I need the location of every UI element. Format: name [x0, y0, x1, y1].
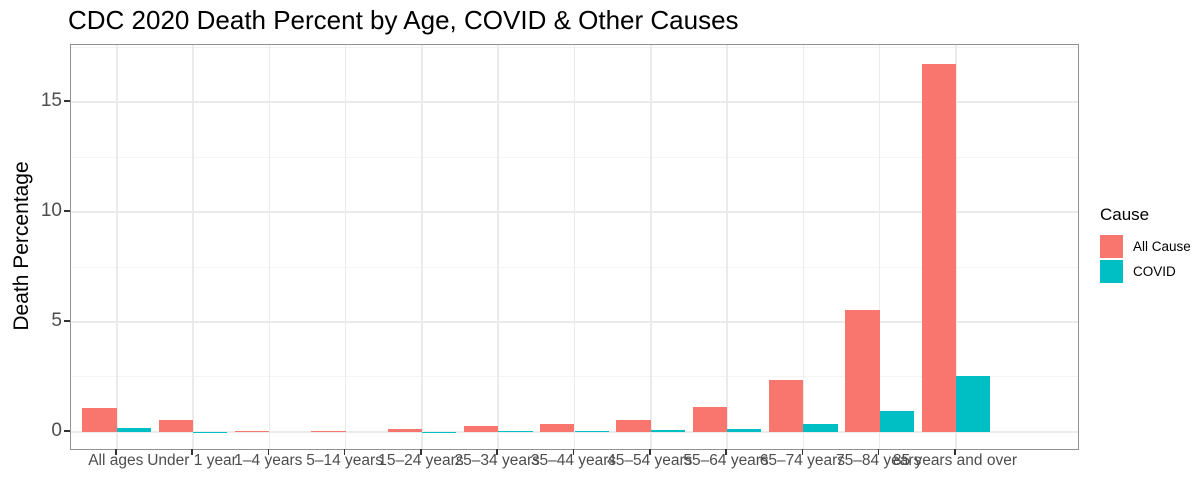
- x-tick-mark-0: [115, 449, 117, 455]
- bar-all-cause-5: [463, 426, 499, 432]
- bar-all-cause-3: [311, 431, 346, 432]
- x-tick-mark-8: [725, 449, 727, 455]
- gridline-x-category: [268, 45, 271, 449]
- gridline-x-category: [192, 45, 194, 449]
- x-tick-label-0: All ages: [88, 452, 144, 469]
- bar-all-cause-9: [769, 380, 804, 432]
- y-tick-mark-5: [64, 320, 70, 322]
- bar-covid-11: [955, 376, 991, 432]
- x-tick-label-10: 75–84 years: [835, 452, 922, 469]
- y-tick-label-15: 15: [40, 90, 62, 112]
- bar-covid-6: [574, 431, 609, 432]
- legend-title: Cause: [1100, 205, 1150, 224]
- x-tick-mark-5: [496, 449, 498, 455]
- legend: Cause All Cause COVID: [1100, 205, 1191, 285]
- bar-covid-7: [650, 430, 686, 432]
- gridline-x-category: [878, 45, 881, 449]
- y-tick-mark-15: [64, 100, 70, 102]
- x-tick-mark-1: [191, 449, 193, 455]
- bar-covid-0: [116, 428, 152, 432]
- x-tick-label-7: 45–54 years: [607, 452, 693, 469]
- bar-covid-9: [803, 423, 838, 432]
- x-tick-label-3: 5–14 years: [306, 452, 383, 469]
- x-tick-label-6: 35–44 years: [530, 452, 617, 469]
- gridline-x-category: [802, 45, 805, 449]
- bar-all-cause-7: [616, 420, 651, 432]
- y-tick-label-5: 5: [51, 309, 62, 331]
- bar-covid-10: [879, 410, 914, 432]
- x-tick-mark-7: [649, 449, 651, 455]
- gridline-x-category: [650, 45, 652, 449]
- x-tick-mark-10: [877, 449, 880, 455]
- gridline-x-category: [726, 45, 728, 449]
- x-tick-label-11: 85 years and over: [892, 452, 1017, 469]
- bar-all-cause-10: [845, 309, 880, 432]
- x-tick-mark-2: [267, 449, 270, 455]
- bar-covid-8: [727, 428, 762, 432]
- x-tick-label-2: 1–4 years: [234, 452, 303, 469]
- legend-entry-covid: COVID: [1100, 260, 1191, 283]
- bar-all-cause-4: [387, 429, 422, 432]
- legend-swatch-covid: [1100, 260, 1123, 283]
- x-tick-mark-9: [801, 449, 804, 455]
- legend-label-covid: COVID: [1133, 264, 1176, 279]
- gridline-x-category: [421, 45, 423, 449]
- gridline-x-category: [497, 45, 499, 449]
- y-axis-title: Death Percentage: [10, 161, 33, 331]
- gridline-x-category: [116, 45, 118, 449]
- bar-all-cause-8: [692, 407, 728, 432]
- y-tick-label-10: 10: [40, 200, 62, 222]
- x-tick-label-8: 55–64 years: [683, 452, 769, 469]
- legend-label-all-cause: All Cause: [1133, 239, 1191, 254]
- y-tick-mark-0: [64, 430, 70, 432]
- x-tick-label-9: 65–74 years: [759, 452, 846, 469]
- bar-all-cause-1: [158, 419, 194, 432]
- gridline-x-category: [344, 45, 347, 449]
- y-tick-label-0: 0: [51, 419, 62, 441]
- bar-all-cause-11: [921, 63, 956, 432]
- x-tick-mark-3: [343, 449, 346, 455]
- x-tick-mark-11: [954, 449, 956, 455]
- x-tick-mark-6: [572, 449, 575, 455]
- x-tick-label-4: 15–24 years: [378, 452, 464, 469]
- bar-all-cause-0: [82, 407, 117, 432]
- plot-panel: [70, 44, 1079, 450]
- legend-swatch-all-cause: [1100, 235, 1123, 258]
- gridline-x-category: [955, 45, 957, 449]
- legend-entry-all-cause: All Cause: [1100, 235, 1191, 258]
- x-tick-mark-4: [420, 449, 422, 455]
- chart-title: CDC 2020 Death Percent by Age, COVID & O…: [68, 5, 739, 35]
- x-tick-label-5: 25–34 years: [454, 452, 540, 469]
- gridline-x-category: [573, 45, 576, 449]
- bar-all-cause-6: [540, 424, 575, 432]
- y-tick-mark-10: [64, 210, 70, 212]
- x-tick-label-1: Under 1 year: [147, 452, 237, 469]
